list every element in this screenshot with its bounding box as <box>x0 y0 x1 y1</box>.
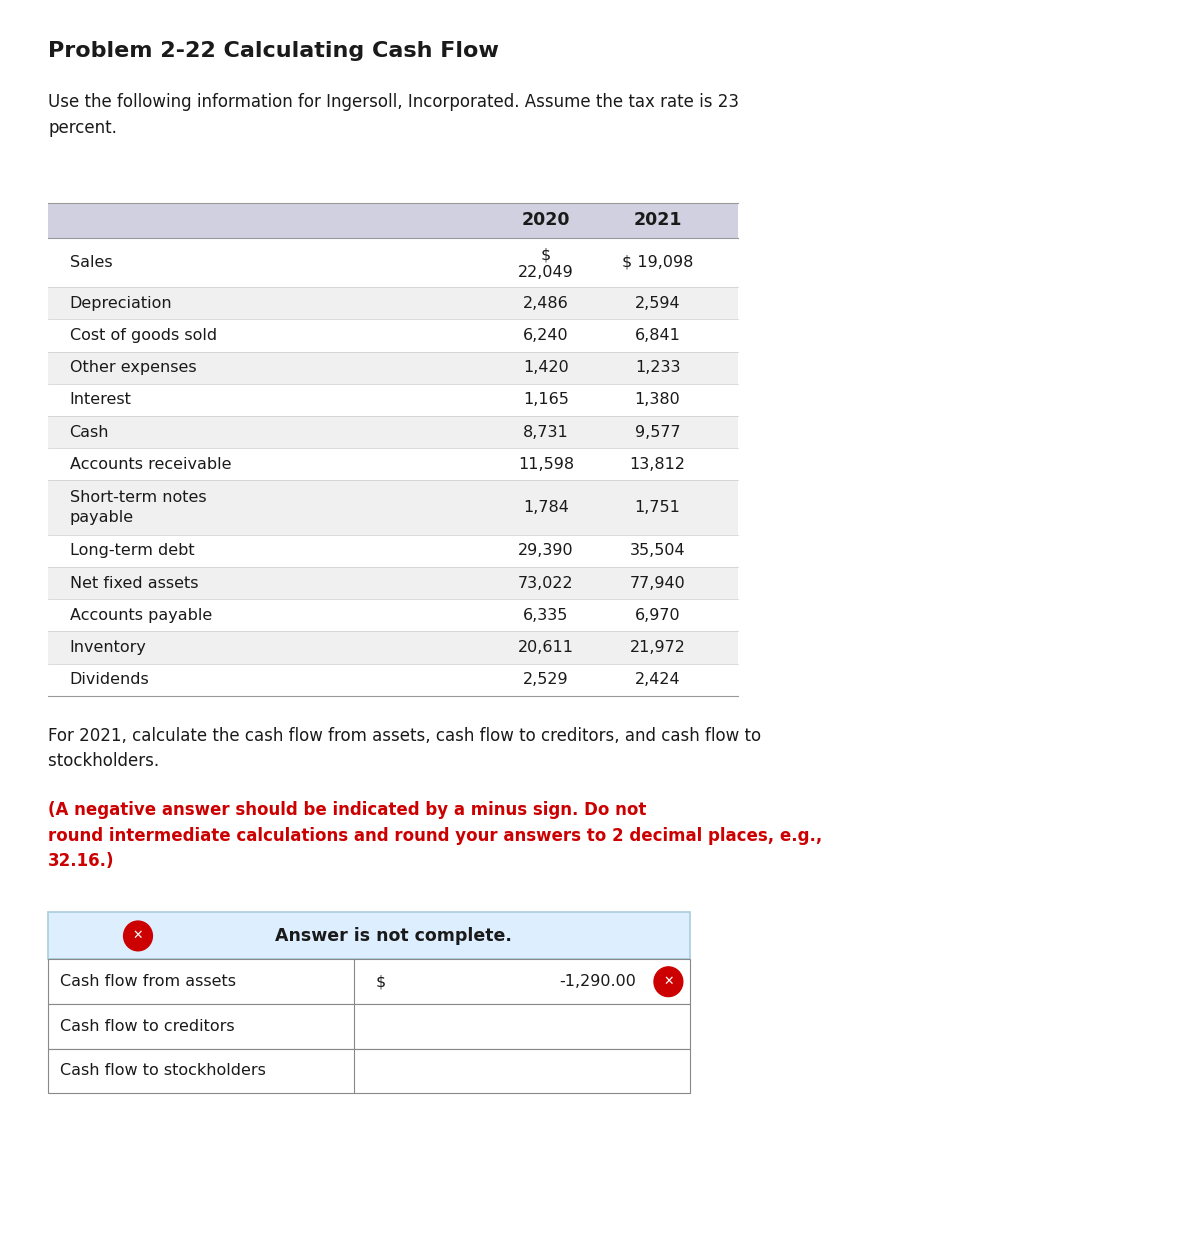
Bar <box>48 352 738 384</box>
Text: ✕: ✕ <box>664 976 673 988</box>
Bar <box>48 631 738 664</box>
Text: $: $ <box>541 248 551 262</box>
Text: Accounts receivable: Accounts receivable <box>70 457 232 472</box>
Text: 11,598: 11,598 <box>518 457 574 472</box>
Text: Net fixed assets: Net fixed assets <box>70 576 198 591</box>
Text: 29,390: 29,390 <box>518 543 574 558</box>
Text: (A negative answer should be indicated by a minus sign. Do not
round intermediat: (A negative answer should be indicated b… <box>48 801 822 870</box>
Bar <box>48 203 738 238</box>
Text: Sales: Sales <box>70 255 113 270</box>
Text: 6,335: 6,335 <box>523 608 569 623</box>
Text: Short-term notes
payable: Short-term notes payable <box>70 490 206 525</box>
Text: 77,940: 77,940 <box>630 576 685 591</box>
Text: 20,611: 20,611 <box>518 640 574 655</box>
Text: 21,972: 21,972 <box>630 640 685 655</box>
Text: 2021: 2021 <box>634 212 682 229</box>
Text: Depreciation: Depreciation <box>70 296 173 311</box>
Text: 2020: 2020 <box>522 212 570 229</box>
Text: 22,049: 22,049 <box>518 265 574 280</box>
Text: 6,240: 6,240 <box>523 328 569 343</box>
Bar <box>48 238 738 287</box>
Text: 2,424: 2,424 <box>635 672 680 687</box>
Text: 1,165: 1,165 <box>523 392 569 407</box>
Text: ✕: ✕ <box>133 930 143 942</box>
Text: 1,380: 1,380 <box>635 392 680 407</box>
Text: Accounts payable: Accounts payable <box>70 608 212 623</box>
Text: Cash: Cash <box>70 425 109 439</box>
Text: 6,970: 6,970 <box>635 608 680 623</box>
Bar <box>48 599 738 631</box>
Text: Problem 2-22 Calculating Cash Flow: Problem 2-22 Calculating Cash Flow <box>48 41 499 61</box>
Text: 1,420: 1,420 <box>523 360 569 375</box>
Text: 2,529: 2,529 <box>523 672 569 687</box>
Text: Long-term debt: Long-term debt <box>70 543 194 558</box>
Text: 6,841: 6,841 <box>635 328 680 343</box>
Text: -1,290.00: -1,290.00 <box>559 974 636 989</box>
Text: 73,022: 73,022 <box>518 576 574 591</box>
Bar <box>48 319 738 352</box>
Text: For 2021, calculate the cash flow from assets, cash flow to creditors, and cash : For 2021, calculate the cash flow from a… <box>48 727 761 770</box>
Text: Cash flow to stockholders: Cash flow to stockholders <box>60 1063 266 1078</box>
Text: 2,594: 2,594 <box>635 296 680 311</box>
Text: Interest: Interest <box>70 392 132 407</box>
Circle shape <box>654 967 683 997</box>
Text: Cash flow to creditors: Cash flow to creditors <box>60 1019 235 1034</box>
Bar <box>48 664 738 696</box>
Bar <box>48 567 738 599</box>
Text: Answer is not complete.: Answer is not complete. <box>275 927 511 945</box>
Bar <box>48 959 690 1004</box>
Text: Use the following information for Ingersoll, Incorporated. Assume the tax rate i: Use the following information for Ingers… <box>48 93 739 136</box>
Bar <box>48 416 738 448</box>
Bar <box>48 1049 690 1093</box>
Bar <box>48 1004 690 1049</box>
Text: $: $ <box>376 974 386 989</box>
Text: Cost of goods sold: Cost of goods sold <box>70 328 217 343</box>
Text: 1,751: 1,751 <box>635 500 680 515</box>
Text: 1,233: 1,233 <box>635 360 680 375</box>
Bar <box>48 480 738 535</box>
Bar <box>48 535 738 567</box>
Text: Dividends: Dividends <box>70 672 149 687</box>
Text: 9,577: 9,577 <box>635 425 680 439</box>
Circle shape <box>124 921 152 951</box>
Text: $ 19,098: $ 19,098 <box>622 255 694 270</box>
Text: Cash flow from assets: Cash flow from assets <box>60 974 236 989</box>
Text: 35,504: 35,504 <box>630 543 685 558</box>
Text: Other expenses: Other expenses <box>70 360 197 375</box>
Text: 8,731: 8,731 <box>523 425 569 439</box>
Text: 13,812: 13,812 <box>630 457 685 472</box>
Bar <box>48 287 738 319</box>
Bar <box>48 912 690 959</box>
Text: 2,486: 2,486 <box>523 296 569 311</box>
Bar <box>48 448 738 480</box>
Bar <box>48 384 738 416</box>
Text: Inventory: Inventory <box>70 640 146 655</box>
Text: 1,784: 1,784 <box>523 500 569 515</box>
